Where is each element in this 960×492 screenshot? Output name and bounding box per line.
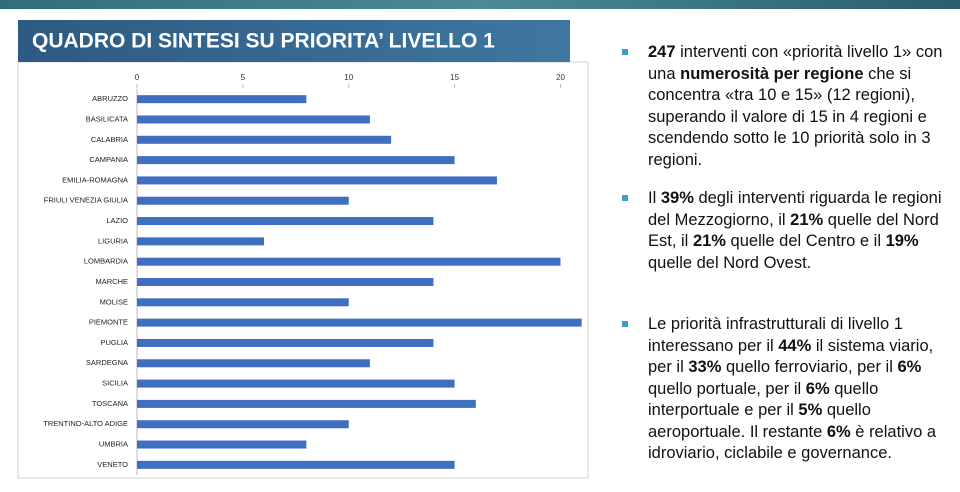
bar [137, 197, 349, 205]
bold-text: 247 [648, 43, 676, 61]
top-strip [0, 0, 960, 9]
text: quelle del Centro e il [726, 232, 886, 250]
bar [137, 441, 306, 449]
bold-text: 6% [806, 380, 830, 398]
y-tick-label: LAZIO [106, 216, 128, 225]
bullet-marker [622, 321, 628, 327]
y-tick-label: CALABRIA [91, 135, 128, 144]
bullet-marker [622, 49, 628, 55]
bar [137, 278, 433, 286]
bar [137, 176, 497, 184]
bar [137, 400, 476, 408]
slide: {"chart_data": {"type": "barh", "title":… [0, 0, 960, 492]
bar [137, 237, 264, 245]
bar [137, 258, 560, 266]
y-tick-label: FRIULI VENEZIA GIULIA [44, 196, 128, 205]
y-tick-label: MOLISE [100, 297, 128, 306]
text: quello portuale, per il [648, 380, 806, 398]
bar [137, 95, 306, 103]
y-tick-label: PIEMONTE [89, 318, 128, 327]
y-tick-label: UMBRIA [99, 440, 128, 449]
bold-text: 19% [886, 232, 919, 250]
bar [137, 339, 433, 347]
text: Il [648, 189, 661, 207]
y-tick-label: CAMPANIA [89, 155, 128, 164]
text: quelle del Nord Ovest. [648, 254, 811, 272]
bold-text: 33% [688, 358, 721, 376]
bar [137, 380, 455, 388]
x-tick-label: 15 [450, 73, 459, 82]
bar [137, 298, 349, 306]
bar [137, 115, 370, 123]
bold-text: 44% [778, 337, 811, 355]
bar [137, 217, 433, 225]
y-tick-label: TOSCANA [92, 399, 128, 408]
text: quello ferroviario, per il [721, 358, 897, 376]
bar [137, 420, 349, 428]
y-tick-label: LIGURIA [98, 236, 128, 245]
bar [137, 461, 455, 469]
bar [137, 156, 455, 164]
chart-title: QUADRO DI SINTESI SU PRIORITA’ LIVELLO 1 [32, 30, 495, 53]
y-tick-label: EMILIA-ROMAGNA [62, 175, 128, 184]
y-tick-label: LOMBARDIA [84, 257, 128, 266]
chart-frame [18, 62, 588, 478]
bold-text: numerosità per regione [680, 65, 863, 83]
y-tick-label: MARCHE [95, 277, 128, 286]
bullet: Le priorità infrastrutturali di livello … [620, 314, 948, 465]
y-tick-label: ABRUZZO [92, 94, 128, 103]
bar [137, 359, 370, 367]
y-tick-label: BASILICATA [86, 114, 128, 123]
bar [137, 319, 582, 327]
y-tick-label: SICILIA [102, 379, 128, 388]
bold-text: 21% [790, 211, 823, 229]
y-tick-label: TRENTINO-ALTO ADIGE [43, 419, 128, 428]
x-tick-label: 5 [241, 73, 246, 82]
bold-text: 6% [827, 423, 851, 441]
bold-text: 6% [897, 358, 921, 376]
bold-text: 21% [693, 232, 726, 250]
x-tick-label: 20 [556, 73, 565, 82]
y-tick-label: VENETO [97, 460, 128, 469]
bold-text: 39% [661, 189, 694, 207]
x-tick-label: 0 [135, 73, 140, 82]
bullet: 247 interventi con «priorità livello 1» … [620, 42, 948, 171]
bar [137, 136, 391, 144]
bold-text: 5% [798, 401, 822, 419]
y-tick-label: SARDEGNA [86, 358, 128, 367]
x-tick-label: 10 [344, 73, 353, 82]
y-tick-label: PUGLIA [100, 338, 128, 347]
bullet: Il 39% degli interventi riguarda le regi… [620, 188, 948, 274]
bullet-marker [622, 195, 628, 201]
